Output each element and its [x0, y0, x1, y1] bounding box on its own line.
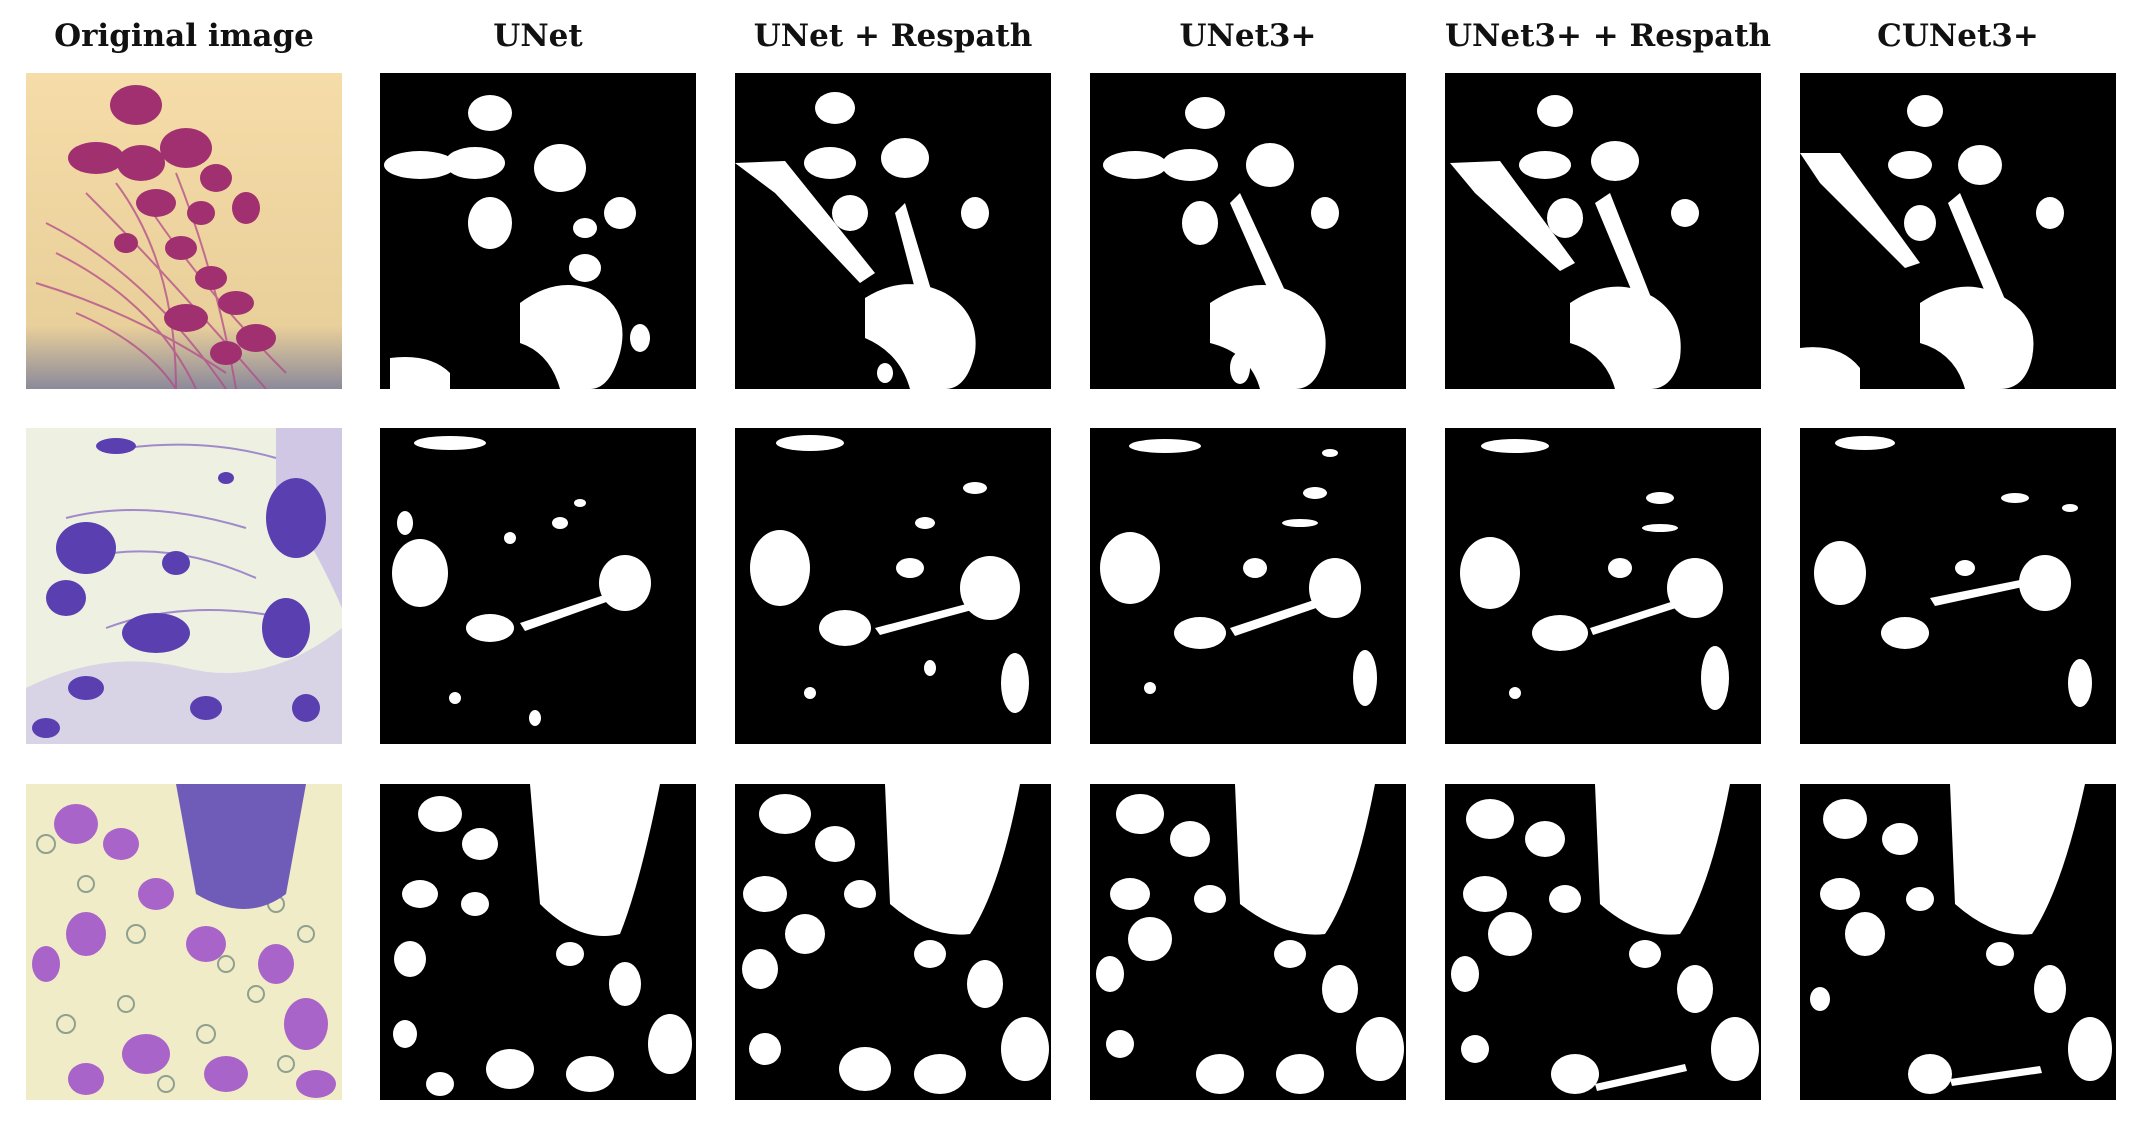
cunet3plus-mask-row-2 — [1800, 428, 2116, 744]
cunet3plus-mask-row-1 — [1800, 73, 2116, 389]
unet3plus-mask-row-3 — [1090, 784, 1406, 1100]
unet-mask-row-2 — [380, 428, 696, 744]
unet-respath-mask-row-3 — [735, 784, 1051, 1100]
unet3plus-respath-mask-row-3 — [1445, 784, 1761, 1100]
original-image-row-3 — [26, 784, 342, 1100]
cunet3plus-mask-row-3 — [1800, 784, 2116, 1100]
original-image-row-2 — [26, 428, 342, 744]
column-header-unet-respath: UNet + Respath — [753, 18, 1033, 54]
column-header-original: Original image — [54, 18, 314, 54]
column-header-unet3plus-respath: UNet3+ + Respath — [1445, 18, 1772, 54]
column-header-unet: UNet — [493, 18, 583, 54]
unet-respath-mask-row-2 — [735, 428, 1051, 744]
unet3plus-respath-mask-row-2 — [1445, 428, 1761, 744]
column-header-cunet3plus: CUNet3+ — [1877, 18, 2039, 54]
unet-mask-row-3 — [380, 784, 696, 1100]
unet3plus-respath-mask-row-1 — [1445, 73, 1761, 389]
column-header-unet3plus: UNet3+ — [1179, 18, 1317, 54]
unet-mask-row-1 — [380, 73, 696, 389]
unet3plus-mask-row-2 — [1090, 428, 1406, 744]
unet-respath-mask-row-1 — [735, 73, 1051, 389]
unet3plus-mask-row-1 — [1090, 73, 1406, 389]
original-image-row-1 — [26, 73, 342, 389]
